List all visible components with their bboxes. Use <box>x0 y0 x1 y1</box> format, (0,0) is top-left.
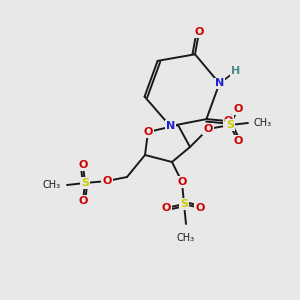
Text: O: O <box>233 104 243 114</box>
Text: H: H <box>231 66 240 76</box>
Text: O: O <box>78 160 88 170</box>
Text: O: O <box>102 176 112 186</box>
Text: N: N <box>166 121 175 131</box>
Text: O: O <box>224 116 233 126</box>
Text: CH₃: CH₃ <box>254 118 272 128</box>
Text: O: O <box>177 177 187 187</box>
Text: O: O <box>203 124 213 134</box>
Text: S: S <box>226 120 234 130</box>
Text: CH₃: CH₃ <box>43 180 61 190</box>
Text: S: S <box>81 178 89 188</box>
Text: O: O <box>161 203 171 213</box>
Text: O: O <box>143 127 153 137</box>
Text: O: O <box>194 27 204 37</box>
Text: O: O <box>233 136 243 146</box>
Text: N: N <box>215 78 224 88</box>
Text: S: S <box>180 199 188 209</box>
Text: CH₃: CH₃ <box>177 233 195 243</box>
Text: O: O <box>195 203 205 213</box>
Text: O: O <box>78 196 88 206</box>
